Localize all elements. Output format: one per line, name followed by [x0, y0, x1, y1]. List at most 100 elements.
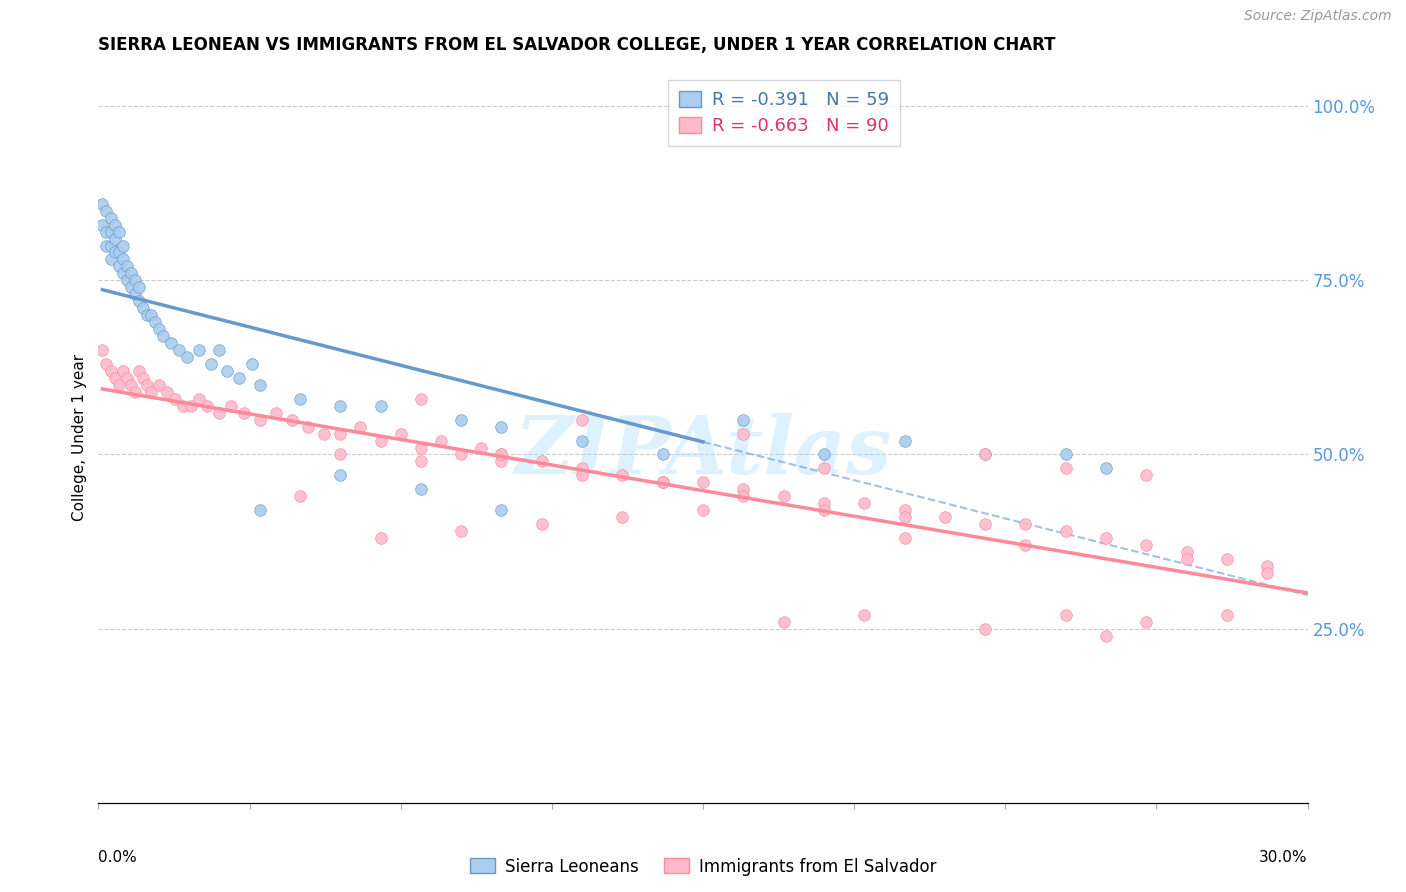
Point: [329, 399, 352, 413]
Point: [974, 448, 997, 462]
Point: [470, 441, 492, 455]
Point: [139, 384, 162, 399]
Point: [100, 364, 122, 378]
Point: [450, 524, 472, 538]
Point: [1135, 538, 1157, 552]
Point: [1216, 607, 1239, 622]
Point: [200, 357, 222, 371]
Point: [148, 377, 170, 392]
Point: [115, 273, 138, 287]
Point: [1256, 566, 1278, 580]
Point: [893, 510, 915, 524]
Point: [530, 517, 553, 532]
Point: [249, 412, 271, 426]
Point: [103, 245, 125, 260]
Text: ZIPAtlas: ZIPAtlas: [515, 413, 891, 491]
Point: [249, 377, 271, 392]
Point: [813, 448, 835, 462]
Point: [91, 196, 114, 211]
Point: [96, 238, 118, 252]
Point: [491, 419, 513, 434]
Point: [217, 364, 239, 378]
Point: [409, 441, 432, 455]
Point: [1135, 468, 1157, 483]
Point: [128, 364, 150, 378]
Point: [135, 377, 157, 392]
Point: [974, 622, 997, 636]
Point: [571, 468, 593, 483]
Point: [571, 412, 593, 426]
Point: [180, 399, 202, 413]
Point: [491, 503, 513, 517]
Point: [974, 448, 997, 462]
Point: [148, 322, 170, 336]
Point: [934, 510, 956, 524]
Point: [172, 399, 194, 413]
Point: [733, 489, 755, 503]
Point: [124, 287, 146, 301]
Point: [128, 294, 150, 309]
Point: [156, 384, 179, 399]
Point: [491, 448, 513, 462]
Point: [329, 448, 352, 462]
Point: [1095, 461, 1118, 475]
Point: [288, 489, 311, 503]
Point: [409, 483, 432, 497]
Point: [100, 252, 122, 267]
Point: [188, 392, 211, 406]
Point: [96, 357, 118, 371]
Point: [1216, 552, 1239, 566]
Point: [370, 434, 392, 448]
Point: [132, 301, 155, 316]
Point: [96, 225, 118, 239]
Point: [409, 454, 432, 468]
Point: [430, 434, 453, 448]
Point: [1175, 552, 1198, 566]
Point: [120, 280, 142, 294]
Point: [329, 426, 352, 441]
Point: [240, 357, 263, 371]
Text: 30.0%: 30.0%: [1260, 850, 1308, 865]
Point: [132, 371, 155, 385]
Text: Source: ZipAtlas.com: Source: ZipAtlas.com: [1244, 9, 1392, 23]
Point: [100, 211, 122, 225]
Point: [249, 503, 271, 517]
Point: [103, 231, 125, 245]
Point: [571, 461, 593, 475]
Point: [135, 308, 157, 322]
Point: [195, 399, 218, 413]
Legend: Sierra Leoneans, Immigrants from El Salvador: Sierra Leoneans, Immigrants from El Salv…: [463, 851, 943, 882]
Point: [1054, 524, 1077, 538]
Point: [450, 412, 472, 426]
Point: [120, 266, 142, 280]
Point: [1095, 531, 1118, 545]
Y-axis label: College, Under 1 year: College, Under 1 year: [72, 353, 87, 521]
Point: [115, 260, 138, 274]
Point: [612, 468, 634, 483]
Point: [167, 343, 190, 357]
Point: [107, 377, 129, 392]
Point: [1014, 538, 1036, 552]
Point: [111, 266, 134, 280]
Point: [1175, 545, 1198, 559]
Point: [188, 343, 211, 357]
Point: [1095, 629, 1118, 643]
Point: [221, 399, 243, 413]
Point: [314, 426, 336, 441]
Point: [893, 434, 915, 448]
Point: [100, 238, 122, 252]
Point: [128, 280, 150, 294]
Point: [1054, 461, 1077, 475]
Point: [1256, 558, 1278, 573]
Point: [370, 399, 392, 413]
Point: [733, 412, 755, 426]
Point: [264, 406, 287, 420]
Point: [139, 308, 162, 322]
Point: [813, 503, 835, 517]
Point: [893, 531, 915, 545]
Point: [228, 371, 250, 385]
Point: [692, 475, 714, 490]
Point: [120, 377, 142, 392]
Point: [491, 454, 513, 468]
Point: [297, 419, 319, 434]
